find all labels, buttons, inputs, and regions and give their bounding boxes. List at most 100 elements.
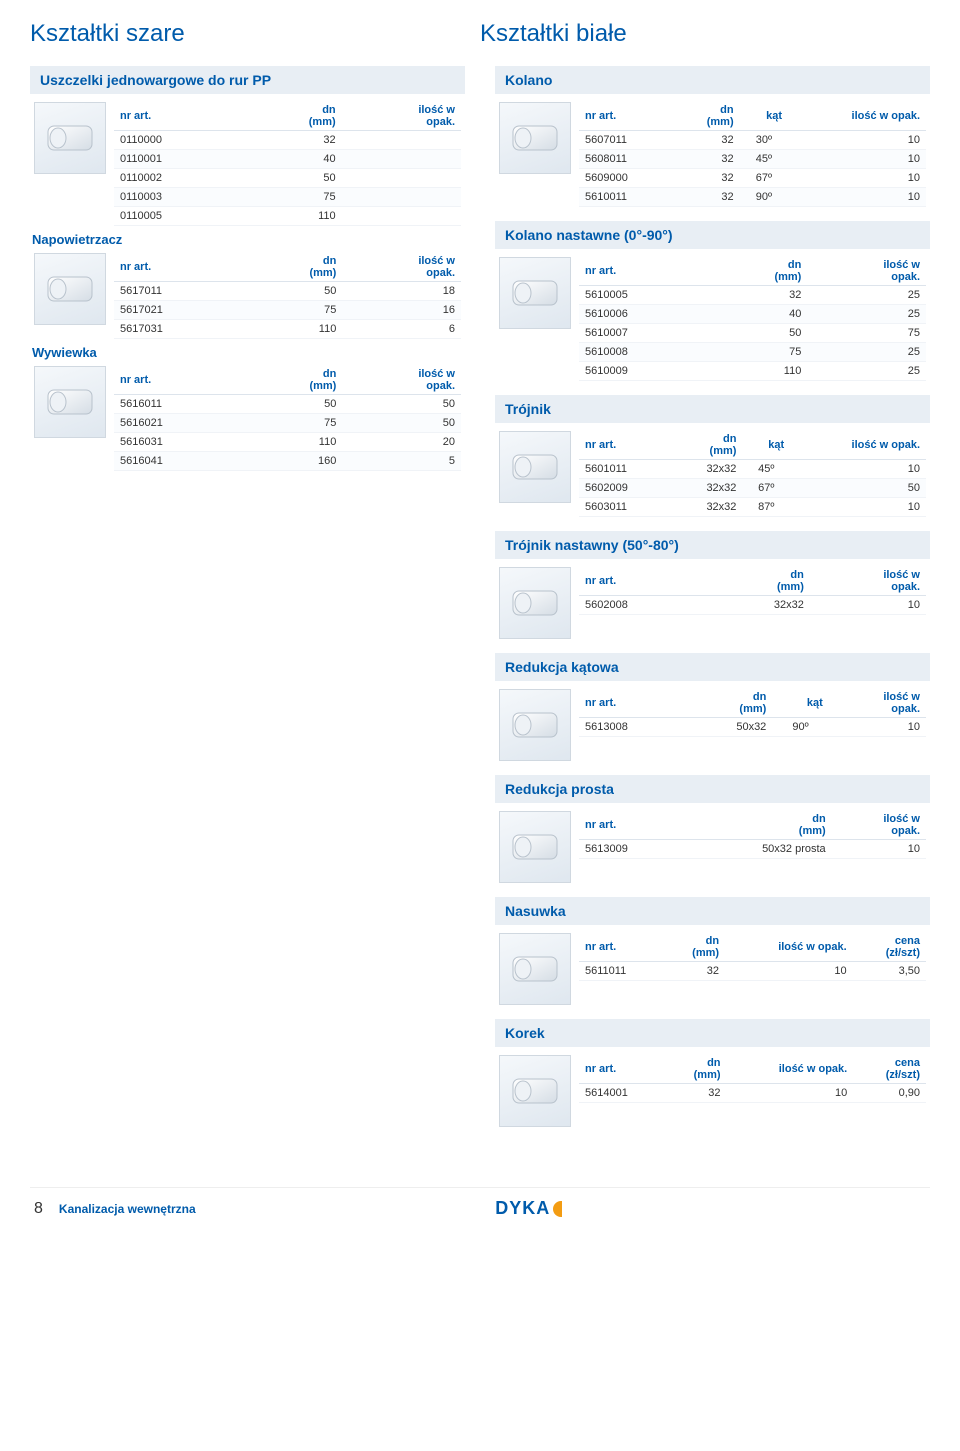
col-header: nr art. bbox=[114, 366, 248, 395]
table-cell: 5610006 bbox=[579, 305, 713, 324]
col-header: ilość w opak. bbox=[790, 431, 926, 460]
col-header: dn(mm) bbox=[663, 933, 725, 962]
table-cell: 0110005 bbox=[114, 207, 246, 226]
table-row: 56170217516 bbox=[114, 301, 461, 320]
table-cell: 110 bbox=[248, 433, 343, 452]
table-row: 56170311106 bbox=[114, 320, 461, 339]
table-cell: 5602009 bbox=[579, 479, 672, 498]
brand-logo: DYKA bbox=[495, 1198, 562, 1219]
table-cell: 32 bbox=[673, 150, 740, 169]
table-cell: 50 bbox=[248, 395, 343, 414]
col-header: nr art. bbox=[579, 431, 672, 460]
table-row: 560101132x3245º10 bbox=[579, 460, 926, 479]
col-header: dn(mm) bbox=[713, 257, 808, 286]
table-cell: 5602008 bbox=[579, 596, 710, 615]
table-cell: 25 bbox=[807, 343, 926, 362]
col-header: ilość wopak. bbox=[832, 811, 926, 840]
table-cell: 87º bbox=[742, 498, 790, 517]
table-row: 561101132103,50 bbox=[579, 962, 926, 981]
table-cell: 32 bbox=[713, 286, 808, 305]
table-cell: 45º bbox=[742, 460, 790, 479]
table-cell: 5614001 bbox=[579, 1084, 665, 1103]
table-cell: 20 bbox=[342, 433, 461, 452]
table-row: 011000140 bbox=[114, 150, 461, 169]
col-header: dn(mm) bbox=[685, 811, 831, 840]
table-cell: 40 bbox=[713, 305, 808, 324]
table-cell: 32 bbox=[673, 188, 740, 207]
col-header: dn(mm) bbox=[248, 366, 343, 395]
table-cell: 110 bbox=[246, 207, 341, 226]
page-number: 8 bbox=[34, 1200, 43, 1218]
table-cell: 40 bbox=[246, 150, 341, 169]
table-row: 011000375 bbox=[114, 188, 461, 207]
table-cell: 25 bbox=[807, 362, 926, 381]
table-cell: 10 bbox=[725, 962, 853, 981]
product-thumb bbox=[34, 102, 106, 174]
col-header: ilość wopak. bbox=[342, 253, 461, 282]
table-row: 561300950x32 prosta10 bbox=[579, 840, 926, 859]
section-header: Nasuwka bbox=[495, 897, 930, 925]
table-row: 56170115018 bbox=[114, 282, 461, 301]
col-header: nr art. bbox=[579, 257, 713, 286]
col-header: nr art. bbox=[579, 689, 688, 718]
table-cell: 67º bbox=[742, 479, 790, 498]
col-header: kąt bbox=[740, 102, 788, 131]
section-header: Korek bbox=[495, 1019, 930, 1047]
col-header: ilość wopak. bbox=[810, 567, 926, 596]
table-cell: 67º bbox=[740, 169, 788, 188]
table-cell: 5616021 bbox=[114, 414, 248, 433]
table-cell: 10 bbox=[790, 498, 926, 517]
table-cell: 32 bbox=[663, 962, 725, 981]
col-header: ilość w opak. bbox=[725, 933, 853, 962]
col-header: nr art. bbox=[579, 811, 685, 840]
table-row: 56100087525 bbox=[579, 343, 926, 362]
product-thumb bbox=[499, 102, 571, 174]
table-cell: 30º bbox=[740, 131, 788, 150]
table-cell: 110 bbox=[713, 362, 808, 381]
table-row: 56090003267º10 bbox=[579, 169, 926, 188]
table-cell: 75 bbox=[246, 188, 341, 207]
table-cell: 50x32 bbox=[688, 718, 772, 737]
table-cell: 32 bbox=[673, 131, 740, 150]
table-cell: 50x32 prosta bbox=[685, 840, 831, 859]
section-header: Kolano bbox=[495, 66, 930, 94]
table-cell: 5616041 bbox=[114, 452, 248, 471]
table-cell: 5603011 bbox=[579, 498, 672, 517]
col-header: ilość wopak. bbox=[807, 257, 926, 286]
table-cell: 5611011 bbox=[579, 962, 663, 981]
table-cell: 0110002 bbox=[114, 169, 246, 188]
table-row: 56160115050 bbox=[114, 395, 461, 414]
table-cell: 110 bbox=[248, 320, 343, 339]
section-header: Uszczelki jednowargowe do rur PP bbox=[30, 66, 465, 94]
table-cell: 5601011 bbox=[579, 460, 672, 479]
col-header: nr art. bbox=[579, 1055, 665, 1084]
table-row: 0110005110 bbox=[114, 207, 461, 226]
product-thumb bbox=[499, 811, 571, 883]
section-header: Redukcja kątowa bbox=[495, 653, 930, 681]
col-header: ilość wopak. bbox=[342, 102, 461, 131]
table-row: 011000250 bbox=[114, 169, 461, 188]
table-cell: 5608011 bbox=[579, 150, 673, 169]
col-header: ilość wopak. bbox=[829, 689, 926, 718]
product-thumb bbox=[499, 431, 571, 503]
product-table: nr art.dn(mm)kątilość wopak.561300850x32… bbox=[579, 689, 926, 737]
product-table: nr art.dn(mm)ilość w opak.cena(zł/szt)56… bbox=[579, 1055, 926, 1103]
table-cell: 0,90 bbox=[853, 1084, 926, 1103]
product-table: nr art.dn(mm)kątilość w opak.56070113230… bbox=[579, 102, 926, 207]
section-header: Trójnik bbox=[495, 395, 930, 423]
table-cell: 75 bbox=[807, 324, 926, 343]
page-title-right: Kształtki białe bbox=[480, 20, 930, 48]
product-thumb bbox=[499, 689, 571, 761]
table-cell: 32x32 bbox=[672, 479, 743, 498]
table-row: 56100064025 bbox=[579, 305, 926, 324]
product-table: nr art.dn(mm)ilość w opak.cena(zł/szt)56… bbox=[579, 933, 926, 981]
table-cell bbox=[342, 150, 461, 169]
col-header: dn(mm) bbox=[248, 253, 343, 282]
table-cell: 50 bbox=[246, 169, 341, 188]
product-thumb bbox=[499, 933, 571, 1005]
table-cell: 75 bbox=[713, 343, 808, 362]
table-cell: 5 bbox=[342, 452, 461, 471]
page-title-left: Kształtki szare bbox=[30, 20, 480, 48]
table-cell: 32 bbox=[673, 169, 740, 188]
product-table: nr art.dn(mm)ilość wopak.561701150185617… bbox=[114, 253, 461, 339]
